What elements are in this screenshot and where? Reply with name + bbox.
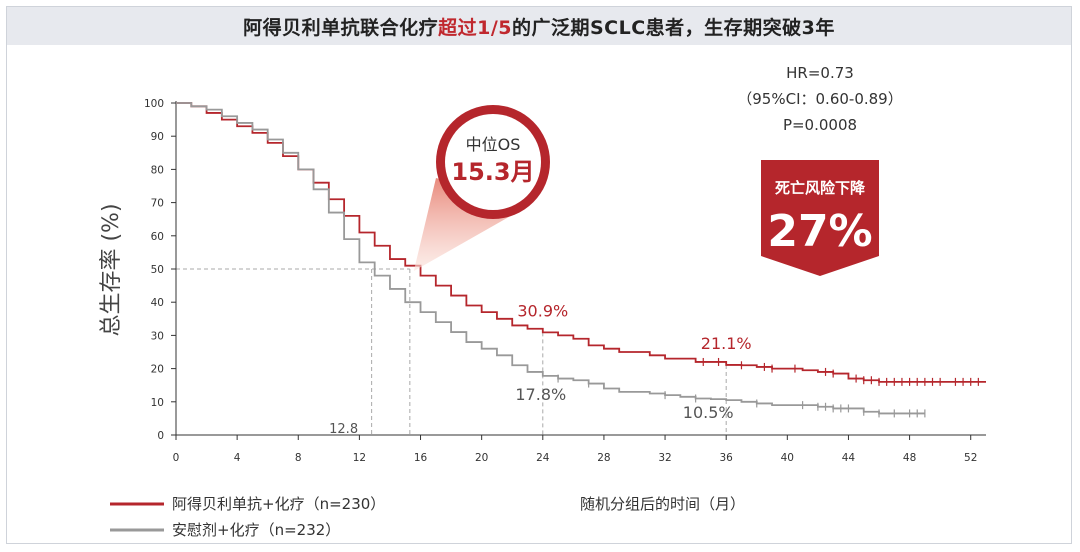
p-text: P=0.0008 xyxy=(783,116,857,134)
x-tick-label: 20 xyxy=(475,452,488,464)
x-tick-label: 12 xyxy=(353,452,366,464)
title-highlight: 超过1/5 xyxy=(438,16,512,39)
median-os-callout: 中位OS 15.3月 xyxy=(413,105,550,271)
y-tick-label: 50 xyxy=(151,264,164,276)
x-tick-label: 40 xyxy=(781,452,794,464)
x-tick-label: 32 xyxy=(658,452,671,464)
x-tick-label: 8 xyxy=(295,452,302,464)
x-tick-label: 16 xyxy=(414,452,428,464)
x-tick-label: 24 xyxy=(536,452,550,464)
x-tick-label: 48 xyxy=(903,452,916,464)
x-tick-label: 0 xyxy=(173,452,180,464)
chart-frame: 阿得贝利单抗联合化疗 超过1/5 的广泛期SCLC患者，生存期突破3年 xyxy=(6,6,1072,544)
annotation-label: 30.9% xyxy=(517,301,568,320)
median-os-value: 15.3月 xyxy=(451,158,534,186)
badge-shape xyxy=(761,160,879,276)
annotation-label: 10.5% xyxy=(683,403,734,422)
chart-title: 阿得贝利单抗联合化疗 超过1/5 的广泛期SCLC患者，生存期突破3年 xyxy=(7,7,1071,45)
y-tick-label: 90 xyxy=(151,131,164,143)
title-part2: 的广泛期SCLC患者，生存期突破3年 xyxy=(512,16,835,39)
x-tick-label: 28 xyxy=(597,452,610,464)
legend-label-treatment: 阿得贝利单抗+化疗（n=230） xyxy=(172,495,385,513)
risk-value: 27% xyxy=(767,206,872,257)
annotation-label: 17.8% xyxy=(515,385,566,404)
y-axis-label: 总生存率 (%) xyxy=(99,203,124,336)
y-tick-label: 30 xyxy=(151,330,164,342)
x-axis-label: 随机分组后的时间（月） xyxy=(580,495,745,513)
y-tick-label: 80 xyxy=(151,164,164,176)
legend: 阿得贝利单抗+化疗（n=230） 安慰剂+化疗（n=232） xyxy=(110,495,385,539)
y-tick-label: 0 xyxy=(157,430,164,442)
y-tick-label: 40 xyxy=(151,297,164,309)
callout-inner xyxy=(445,114,541,210)
y-tick-label: 20 xyxy=(151,364,164,376)
series-line-placebo xyxy=(176,102,925,415)
y-tick-label: 70 xyxy=(151,198,164,210)
hr-text: HR=0.73 xyxy=(786,64,854,82)
x-tick-label: 36 xyxy=(720,452,734,464)
y-tick-label: 60 xyxy=(151,231,164,243)
x-tick-label: 52 xyxy=(964,452,977,464)
risk-reduction-badge: 死亡风险下降 27% xyxy=(761,160,879,276)
median-os-label: 中位OS xyxy=(466,135,521,154)
legend-label-placebo: 安慰剂+化疗（n=232） xyxy=(172,521,340,539)
y-tick-label: 100 xyxy=(144,98,164,110)
ci-text: （95%CI：0.60-0.89） xyxy=(737,90,902,108)
annotation-label: 12.8 xyxy=(329,422,358,437)
y-tick-label: 10 xyxy=(151,397,164,409)
title-part1: 阿得贝利单抗联合化疗 xyxy=(243,16,439,39)
annotation-label: 21.1% xyxy=(701,334,752,353)
x-tick-label: 44 xyxy=(842,452,856,464)
x-tick-label: 4 xyxy=(234,452,241,464)
risk-label: 死亡风险下降 xyxy=(775,179,866,197)
